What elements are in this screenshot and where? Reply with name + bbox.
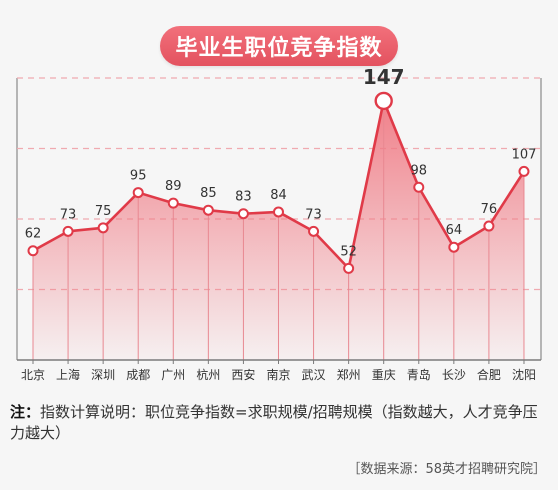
data-point-12 xyxy=(448,241,460,253)
x-tick-label-0: 北京 xyxy=(21,368,45,382)
x-tick-label-9: 郑州 xyxy=(337,367,361,382)
data-point-2 xyxy=(97,222,109,234)
data-label-2: 75 xyxy=(95,204,112,219)
data-point-4 xyxy=(167,197,179,209)
data-point-3 xyxy=(132,187,144,199)
data-point-14 xyxy=(518,165,530,177)
data-point-7 xyxy=(272,206,284,218)
x-tick-label-6: 西安 xyxy=(231,367,255,382)
data-label-8: 73 xyxy=(305,207,322,222)
data-label-13: 76 xyxy=(481,202,498,217)
x-tick-label-12: 长沙 xyxy=(442,368,466,382)
chart-title: 毕业生职位竞争指数 xyxy=(160,26,398,66)
note-text: 指数计算说明：职位竞争指数=求职规模/招聘规模（指数越大，人才竞争压力越大） xyxy=(10,403,538,442)
data-point-10 xyxy=(374,91,393,111)
data-label-7: 84 xyxy=(270,188,287,203)
data-point-5 xyxy=(202,204,214,216)
x-tick-label-1: 上海 xyxy=(56,367,80,382)
x-tick-label-3: 成都 xyxy=(126,368,150,382)
data-label-14: 107 xyxy=(512,147,537,162)
data-label-10: 147 xyxy=(363,65,405,89)
x-tick-label-8: 武汉 xyxy=(302,368,326,382)
data-label-6: 83 xyxy=(235,190,252,205)
data-label-4: 89 xyxy=(165,179,182,194)
line-chart: 62 73 75 95 89 85 83 84 73 52 147 98 64 76 107 北京 上海 深圳 成都… xyxy=(16,65,542,382)
data-label-1: 73 xyxy=(60,207,77,222)
data-point-8 xyxy=(308,225,320,237)
data-point-6 xyxy=(237,208,249,220)
data-label-9: 52 xyxy=(340,244,357,259)
footnote: 注：指数计算说明：职位竞争指数=求职规模/招聘规模（指数越大，人才竞争压力越大） xyxy=(10,402,550,444)
note-prefix: 注： xyxy=(10,403,41,421)
data-point-1 xyxy=(62,225,74,237)
data-source: ［数据来源：58英才招聘研究院］ xyxy=(347,462,546,477)
data-label-0: 62 xyxy=(25,227,42,242)
x-tick-label-4: 广州 xyxy=(161,368,185,382)
data-label-12: 64 xyxy=(446,223,463,238)
data-point-11 xyxy=(413,181,425,193)
data-point-9 xyxy=(343,262,355,274)
data-point-13 xyxy=(483,220,495,232)
data-label-5: 85 xyxy=(200,186,217,201)
data-label-3: 95 xyxy=(130,169,147,184)
data-label-11: 98 xyxy=(410,163,427,178)
data-point-0 xyxy=(27,245,39,257)
x-tick-label-7: 南京 xyxy=(266,367,290,382)
x-tick-label-5: 杭州 xyxy=(196,367,220,382)
x-tick-label-2: 深圳 xyxy=(91,368,115,382)
x-tick-label-13: 合肥 xyxy=(477,367,501,382)
x-tick-label-10: 重庆 xyxy=(372,368,396,382)
x-tick-label-14: 沈阳 xyxy=(512,367,536,382)
x-tick-label-11: 青岛 xyxy=(407,367,431,382)
chart-area: 62 73 75 95 89 85 83 84 73 52 147 98 64 76 107 北京 上海 深圳 成都… xyxy=(16,65,542,382)
